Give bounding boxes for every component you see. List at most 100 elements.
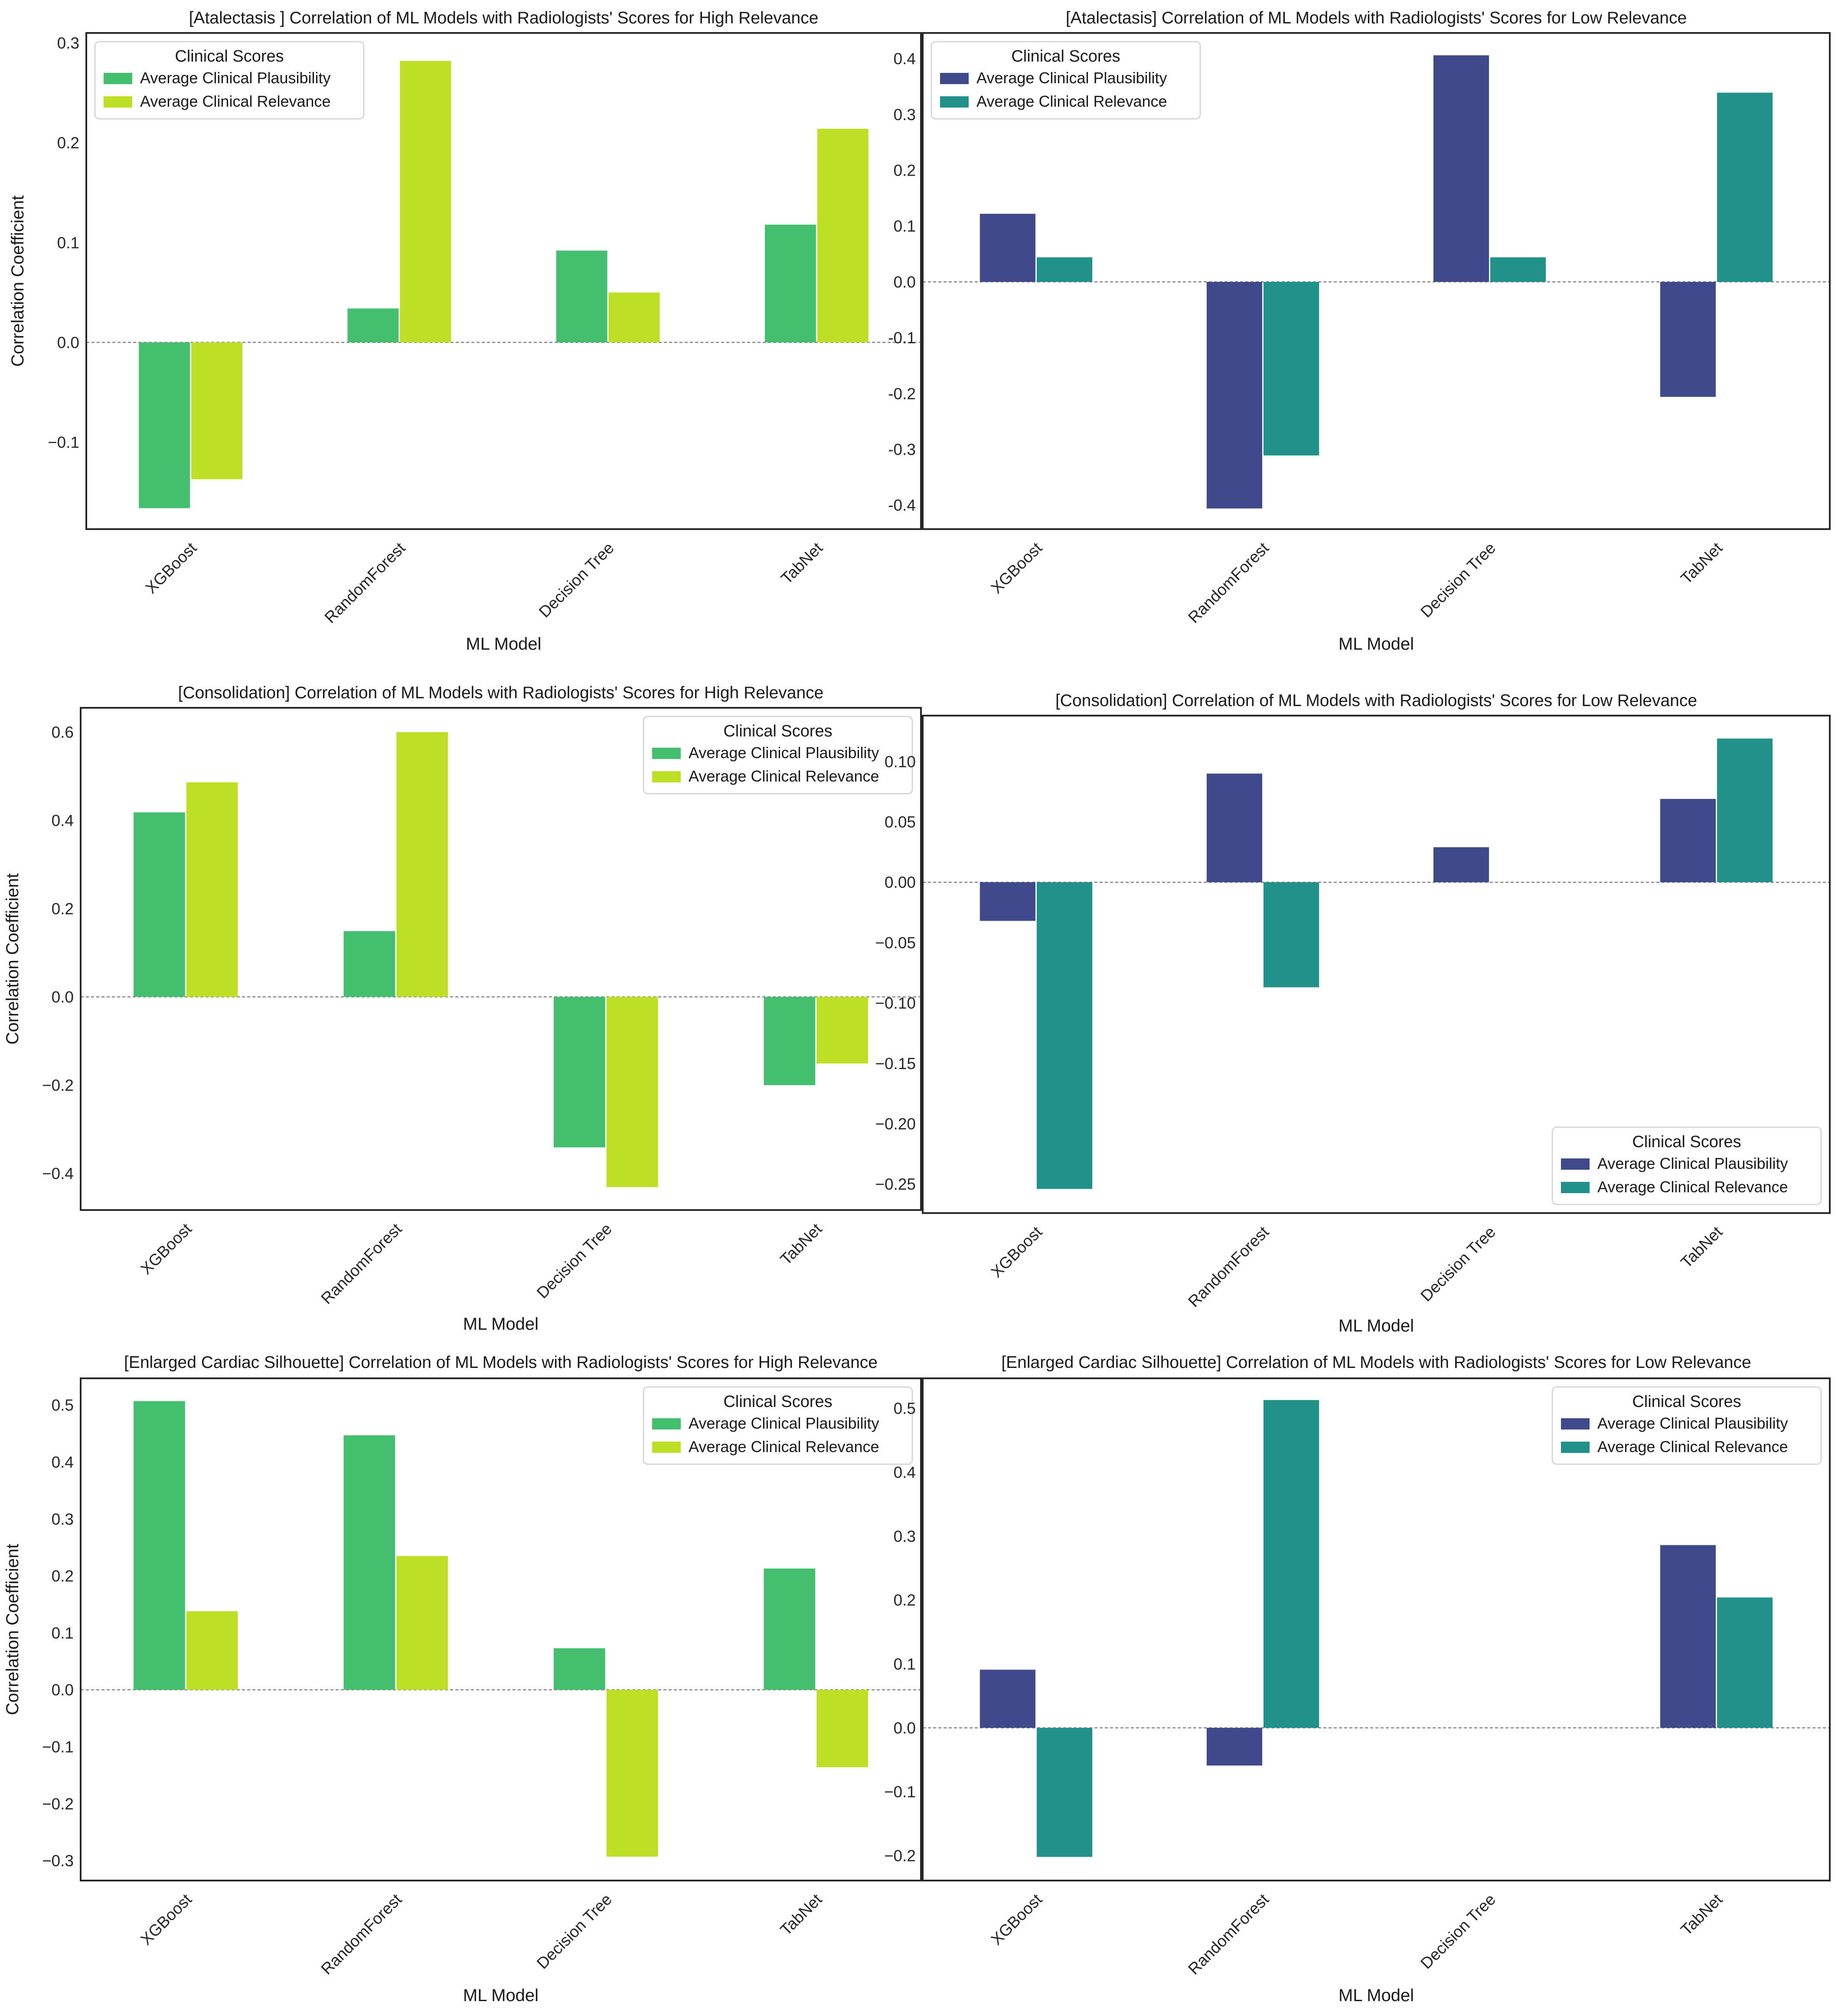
y-tick-label: 0.3 [57,34,79,52]
x-tick-label: Decision Tree [535,539,617,621]
y-axis-label: Correlation Coefficient [8,195,27,366]
bar-randomforest-series-1 [1206,773,1262,883]
bar-tabnet-series-2 [1717,1597,1773,1728]
x-axis-label: ML Model [1339,1986,1414,2005]
legend-box [931,41,1201,120]
bar-xgboost-series-1 [980,882,1035,921]
y-tick-label: 0.1 [57,234,79,252]
chart-panel-5: [Enlarged Cardiac Silhouette] Correlatio… [3,1353,922,2005]
y-tick-label: -0.2 [888,385,916,402]
bar-xgboost-series-2 [1037,1727,1093,1857]
y-tick-label: −0.1 [884,1783,916,1801]
legend-swatch-2 [652,771,681,782]
legend-label: Average Clinical Relevance [1597,1438,1788,1456]
y-tick-label: 0.2 [894,162,916,180]
x-tick-label: TabNet [1677,1890,1726,1939]
legend-box [643,716,913,795]
x-axis-label: ML Model [463,1986,539,2005]
bar-xgboost-series-2 [1037,882,1093,1189]
chart-panel-1: [Atalectasis ] Correlation of ML Models … [8,9,922,654]
legend-title: Clinical Scores [1011,47,1120,65]
y-tick-label: 0.3 [894,1528,916,1545]
chart-title: [Enlarged Cardiac Silhouette] Correlatio… [124,1353,878,1372]
legend-swatch-2 [1561,1182,1590,1193]
x-tick-label: TabNet [777,1220,826,1268]
bar-randomforest-series-2 [396,732,448,997]
y-tick-label: 0.0 [894,1719,916,1737]
y-tick-label: −0.15 [875,1055,916,1073]
x-tick-label: TabNet [1677,1223,1726,1271]
y-tick-label: 0.1 [52,1624,74,1642]
x-tick-label: XGBoost [142,539,200,597]
bar-xgboost-series-1 [134,1401,185,1690]
y-tick-label: 0.3 [52,1510,74,1528]
legend-swatch-1 [1561,1418,1590,1429]
plot-frame [922,1377,1831,1881]
bar-xgboost-series-2 [186,1611,238,1690]
y-tick-label: −0.25 [875,1175,916,1193]
legend-label: Average Clinical Plausibility [1597,1155,1788,1172]
legend-swatch-2 [1561,1442,1590,1453]
y-tick-label: 0.0 [52,1681,74,1699]
y-axis-label: Correlation Coefficient [3,1544,22,1715]
x-tick-label: Decision Tree [533,1891,615,1972]
x-tick-label: XGBoost [987,1890,1045,1948]
x-tick-label: Decision Tree [533,1220,615,1302]
bar-decision-tree-series-1 [554,1648,605,1690]
x-tick-label: TabNet [777,539,826,587]
legend-label: Average Clinical Plausibility [1597,1414,1788,1432]
x-tick-label: XGBoost [137,1220,195,1278]
x-tick-label: RandomForest [321,539,409,627]
legend-label: Average Clinical Relevance [140,92,331,110]
bar-decision-tree-series-1 [554,997,605,1148]
chart-panel-3: [Consolidation] Correlation of ML Models… [3,684,922,1334]
y-tick-label: 0.2 [52,1567,74,1585]
bar-tabnet-series-2 [816,997,868,1064]
bar-tabnet-series-2 [817,128,868,343]
y-tick-label: 0.00 [885,873,916,891]
y-axis-label: Correlation Coefficient [3,873,22,1044]
bar-xgboost-series-1 [134,812,185,997]
bar-decision-tree-series-1 [556,250,607,343]
y-tick-label: 0.3 [894,106,916,124]
x-tick-label: TabNet [777,1890,826,1939]
y-tick-label: 0.5 [894,1400,916,1417]
bar-randomforest-series-2 [1264,1400,1319,1728]
bar-decision-tree-series-2 [606,1690,658,1857]
y-tick-label: −0.20 [875,1115,916,1133]
y-tick-label: 0.05 [885,813,916,831]
x-axis-label: ML Model [466,635,541,654]
legend-title: Clinical Scores [175,47,284,65]
y-tick-label: 0.5 [52,1397,74,1414]
bar-randomforest-series-2 [1264,882,1319,988]
chart-title: [Atalectasis] Correlation of ML Models w… [1066,9,1687,27]
bar-xgboost-series-2 [186,782,238,997]
y-tick-label: −0.3 [42,1852,74,1870]
y-tick-label: −0.10 [875,994,916,1012]
bar-tabnet-series-1 [764,224,816,343]
x-tick-label: Decision Tree [1417,1223,1499,1305]
legend-swatch-1 [652,748,681,759]
y-tick-label: 0.2 [57,134,79,152]
x-tick-label: TabNet [1677,539,1726,587]
plot-frame [80,1377,922,1881]
legend-swatch-2 [940,96,969,108]
chart-title: [Enlarged Cardiac Silhouette] Correlatio… [1001,1353,1751,1372]
y-tick-label: 0.0 [894,273,916,291]
plot-frame [922,32,1831,530]
legend-label: Average Clinical Plausibility [976,69,1167,87]
y-tick-label: −0.1 [48,434,79,451]
legend-box [643,1386,913,1465]
legend-label: Average Clinical Relevance [1597,1178,1788,1196]
legend-swatch-1 [940,73,969,84]
y-tick-label: 0.1 [894,1655,916,1673]
x-axis-label: ML Model [1339,635,1414,654]
bar-randomforest-series-1 [347,308,399,343]
bar-decision-tree-series-2 [608,292,660,343]
bar-tabnet-series-1 [1660,281,1716,397]
legend-swatch-1 [1561,1158,1590,1170]
x-tick-label: XGBoost [137,1890,195,1948]
legend-label: Average Clinical Plausibility [689,744,879,762]
x-tick-label: Decision Tree [1417,1891,1499,1972]
